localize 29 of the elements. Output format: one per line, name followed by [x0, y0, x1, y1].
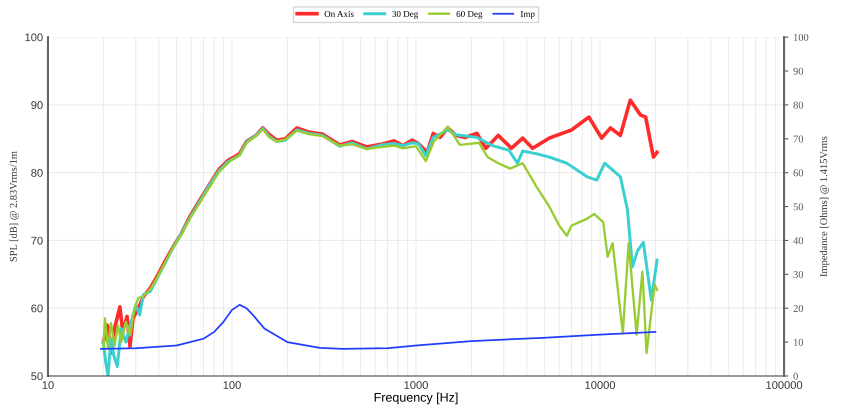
- y-tick-label: 60: [31, 304, 43, 312]
- y-tick-label: 80: [31, 168, 43, 177]
- y-tick-label: 50: [31, 372, 43, 380]
- y-axis-title: SPL [dB] @ 2.83Vrms/1m: [10, 151, 19, 262]
- y2-tick-label: 0: [793, 372, 798, 380]
- y2-tick-label: 60: [794, 169, 804, 176]
- legend-label: 30 Deg: [392, 10, 418, 19]
- y2-tick-label: 70: [794, 135, 804, 143]
- y2-tick-label: 100: [794, 34, 808, 41]
- y-tick-label: 70: [31, 236, 43, 245]
- x-tick-label: 100000: [766, 381, 802, 390]
- y-tick-label: 100: [25, 33, 43, 42]
- x-axis-title: Frequency [Hz]: [374, 392, 458, 404]
- x-tick-label: 100: [224, 381, 241, 390]
- x-tick-label: 10000: [585, 381, 616, 390]
- legend-label: 60 Deg: [456, 10, 482, 19]
- y2-tick-label: 30: [794, 271, 804, 278]
- y2-tick-label: 50: [794, 203, 804, 210]
- x-tick-label: 10: [42, 381, 54, 390]
- legend-label: On Axis: [324, 10, 354, 17]
- y2-tick-label: 90: [793, 68, 804, 75]
- y-tick-label: 90: [31, 101, 43, 110]
- y2-tick-label: 10: [794, 338, 804, 346]
- y2-tick-label: 20: [794, 304, 804, 312]
- y2-tick-label: 80: [793, 102, 804, 109]
- y2-axis-title: Impedance [Ohms] @ 1.415Vrms: [820, 136, 830, 277]
- x-tick-label: 1000: [404, 381, 428, 390]
- y2-tick-label: 40: [793, 237, 804, 244]
- legend-label: Imp: [520, 10, 535, 19]
